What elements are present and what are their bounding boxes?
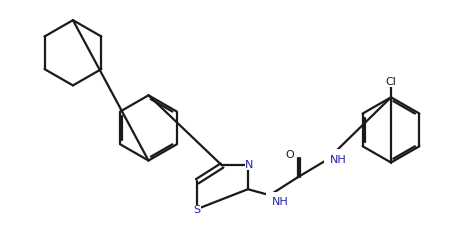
Text: NH: NH <box>272 197 289 207</box>
Text: O: O <box>285 150 294 160</box>
Text: S: S <box>194 205 201 215</box>
Text: NH: NH <box>329 155 346 165</box>
Text: N: N <box>245 159 253 170</box>
Text: Cl: Cl <box>386 78 397 87</box>
